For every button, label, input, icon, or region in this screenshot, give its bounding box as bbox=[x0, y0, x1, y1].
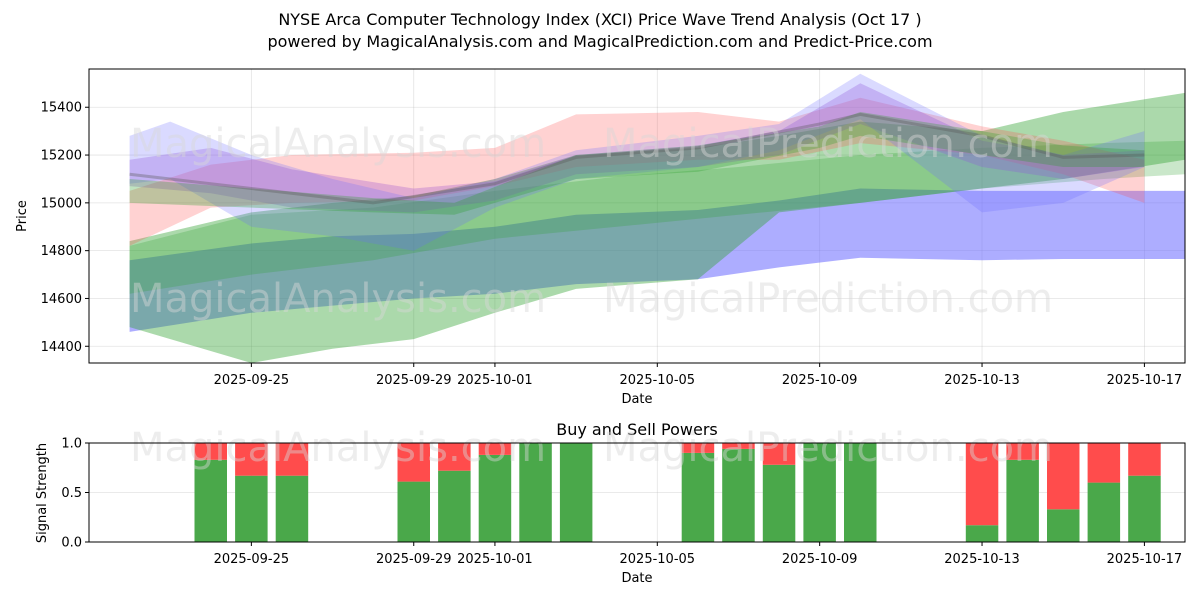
price-x-tick-label: 2025-09-25 bbox=[214, 373, 290, 388]
signal-x-tick-label: 2025-10-13 bbox=[944, 552, 1020, 567]
sell-bar bbox=[681, 443, 715, 453]
watermark-text: MagicalAnalysis.com bbox=[130, 425, 546, 471]
price-y-tick-label: 15000 bbox=[41, 196, 82, 211]
buy-bar bbox=[478, 454, 512, 542]
price-band-blue-band-light bbox=[129, 73, 1145, 251]
price-y-tick-label: 15200 bbox=[41, 149, 82, 164]
buy-bar bbox=[397, 481, 430, 542]
buy-bar bbox=[965, 525, 999, 542]
watermark-text: MagicalAnalysis.com bbox=[130, 276, 546, 322]
sell-bar bbox=[762, 443, 796, 465]
sell-bar bbox=[722, 443, 755, 449]
signal-y-ticks: 0.0 0.5 1.0 bbox=[61, 437, 89, 551]
buy-bar bbox=[559, 443, 593, 542]
sell-bar bbox=[1006, 443, 1039, 460]
buy-bar bbox=[1087, 482, 1121, 542]
signal-chart-title: Buy and Sell Powers bbox=[556, 420, 718, 439]
price-x-tick-label: 2025-10-13 bbox=[944, 373, 1020, 388]
signal-x-axis-label: Date bbox=[621, 571, 652, 586]
signal-watermarks: MagicalAnalysis.com MagicalPrediction.co… bbox=[130, 425, 1053, 471]
price-band-red-band bbox=[129, 97, 1145, 246]
signal-x-ticks: 2025-09-25 2025-09-29 2025-10-01 2025-10-05… bbox=[214, 542, 1183, 567]
signal-y-axis-label: Signal Strength bbox=[35, 443, 50, 543]
signal-x-tick-label: 2025-10-17 bbox=[1107, 552, 1183, 567]
price-band-green-band-main bbox=[129, 92, 1185, 363]
signal-x-tick-label: 2025-09-29 bbox=[376, 552, 452, 567]
price-bands bbox=[129, 73, 1185, 363]
watermark-text: MagicalPrediction.com bbox=[603, 276, 1053, 322]
price-x-axis-label: Date bbox=[621, 392, 652, 407]
price-y-tick-label: 15400 bbox=[41, 101, 82, 116]
price-chart: MagicalAnalysis.com MagicalPrediction.co… bbox=[15, 68, 1186, 407]
chart-title-line-1: NYSE Arca Computer Technology Index (XCI… bbox=[278, 10, 922, 29]
buy-bar bbox=[438, 470, 471, 542]
signal-y-tick-label: 0.5 bbox=[61, 486, 82, 501]
watermark-text: MagicalPrediction.com bbox=[603, 425, 1053, 471]
signal-x-tick-label: 2025-09-25 bbox=[214, 552, 290, 567]
buy-bar bbox=[844, 443, 877, 542]
sell-bar bbox=[275, 443, 309, 476]
buy-bar bbox=[722, 448, 755, 542]
price-y-tick-label: 14600 bbox=[41, 292, 82, 307]
sell-bar bbox=[965, 443, 999, 526]
sell-bar bbox=[478, 443, 512, 455]
buy-bar bbox=[681, 452, 715, 542]
price-watermarks: MagicalAnalysis.com MagicalPrediction.co… bbox=[130, 121, 1053, 322]
price-x-tick-label: 2025-10-17 bbox=[1107, 373, 1183, 388]
signal-y-tick-label: 1.0 bbox=[61, 437, 82, 452]
price-axes-frame bbox=[88, 68, 1186, 364]
sell-bar bbox=[438, 443, 471, 471]
price-x-tick-label: 2025-09-29 bbox=[376, 373, 452, 388]
buy-bar bbox=[1128, 475, 1161, 542]
buy-bar bbox=[762, 464, 796, 542]
price-band-green-band-light bbox=[129, 140, 1185, 294]
buy-bar bbox=[275, 475, 309, 542]
buy-bar bbox=[1006, 459, 1039, 542]
price-y-tick-label: 14800 bbox=[41, 244, 82, 259]
sell-bar bbox=[397, 443, 430, 482]
signal-x-tick-label: 2025-10-01 bbox=[457, 552, 533, 567]
sell-bar bbox=[1128, 443, 1161, 476]
signal-y-tick-label: 0.0 bbox=[61, 536, 82, 551]
price-x-tick-label: 2025-10-09 bbox=[782, 373, 858, 388]
sell-bar bbox=[1087, 443, 1121, 483]
price-x-ticks: 2025-09-25 2025-09-29 2025-10-01 2025-10-05… bbox=[214, 363, 1183, 388]
watermark-text: MagicalAnalysis.com bbox=[130, 121, 546, 167]
price-band-purple-band bbox=[129, 83, 1145, 213]
signal-chart: Buy and Sell Powers MagicalAnalysis.com … bbox=[35, 420, 1186, 586]
chart-title-line-2: powered by MagicalAnalysis.com and Magic… bbox=[267, 32, 933, 51]
price-line bbox=[129, 112, 1145, 205]
watermark-text: MagicalPrediction.com bbox=[603, 121, 1053, 167]
price-x-tick-label: 2025-10-05 bbox=[620, 373, 696, 388]
sell-bar bbox=[194, 443, 227, 460]
signal-x-tick-label: 2025-10-09 bbox=[782, 552, 858, 567]
price-y-tick-label: 14400 bbox=[41, 340, 82, 355]
price-y-axis-label: Price bbox=[15, 200, 30, 232]
signal-x-tick-label: 2025-10-05 bbox=[620, 552, 696, 567]
buy-bar bbox=[519, 443, 552, 542]
buy-bar bbox=[1047, 509, 1080, 542]
buy-bar bbox=[194, 459, 227, 542]
price-y-ticks: 14400 14600 14800 15000 15200 15400 bbox=[41, 101, 89, 355]
buy-bar bbox=[803, 443, 836, 542]
price-band-blue-band-low bbox=[129, 188, 1185, 332]
price-x-tick-label: 2025-10-01 bbox=[457, 373, 533, 388]
sell-bar bbox=[1047, 443, 1080, 510]
buy-bar bbox=[235, 475, 268, 542]
sell-bar bbox=[235, 443, 268, 476]
signal-bars bbox=[194, 443, 1161, 542]
price-band-olive-band bbox=[129, 112, 1145, 215]
